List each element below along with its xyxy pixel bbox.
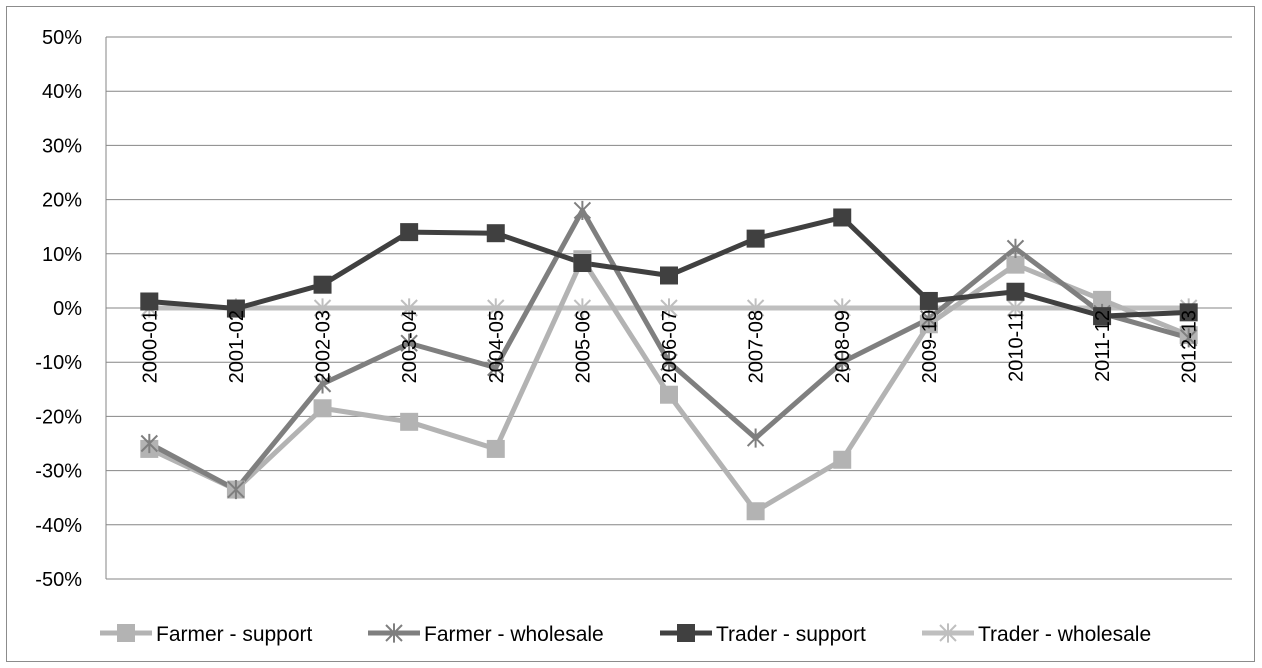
y-tick-label: -50% <box>35 569 82 591</box>
legend: Farmer - support Farmer - wholesale Trader… <box>100 623 1151 646</box>
data-point <box>833 352 851 372</box>
data-point <box>746 298 765 318</box>
data-point <box>1006 298 1025 318</box>
data-point <box>400 223 419 242</box>
x-tick-label: 2000-01 <box>139 310 161 383</box>
y-tick-label: 0% <box>53 298 82 320</box>
data-point <box>140 292 159 311</box>
data-point <box>486 224 505 243</box>
legend-marker <box>117 624 135 642</box>
legend-label: Trader - support <box>716 623 866 646</box>
data-point <box>313 374 332 394</box>
legend-item: Trader - wholesale <box>922 623 1151 646</box>
x-tick-label: 2004-05 <box>486 310 508 383</box>
data-point <box>1006 238 1025 258</box>
legend-marker <box>385 623 403 643</box>
x-tick-label: 2008-09 <box>832 310 854 383</box>
data-point <box>313 275 332 294</box>
data-point <box>313 298 332 318</box>
y-tick-label: -10% <box>35 352 82 374</box>
x-tick-label: 2003-04 <box>399 310 421 383</box>
x-tick-label: 2006-07 <box>659 310 681 383</box>
data-point <box>226 299 245 318</box>
data-point <box>833 208 852 227</box>
data-point <box>746 502 765 521</box>
y-tick-label: -20% <box>35 406 82 428</box>
series-markers <box>140 200 1198 521</box>
data-point <box>573 200 592 221</box>
data-point <box>487 298 505 318</box>
y-tick-label: -30% <box>35 461 82 483</box>
data-point <box>833 298 851 318</box>
data-point <box>1006 282 1025 301</box>
data-point <box>227 479 245 500</box>
legend-marker <box>939 623 957 643</box>
data-point <box>746 229 765 248</box>
data-point <box>1093 290 1112 309</box>
x-tick-label: 2011-12 <box>1092 310 1114 382</box>
y-axis-tick-labels: 50% 40% 30% 20% 10% 0% -10% -20% -30% -40% -50% <box>35 27 82 591</box>
legend-label: Farmer - wholesale <box>424 623 604 646</box>
data-point <box>1093 307 1112 326</box>
x-tick-label: 2010-11 <box>1005 310 1027 382</box>
data-point <box>487 358 505 378</box>
legend-label: Farmer - support <box>156 623 313 646</box>
legend-item: Farmer - support <box>100 623 313 646</box>
y-tick-label: 50% <box>42 27 82 49</box>
data-point <box>573 298 592 318</box>
data-point <box>1179 303 1198 322</box>
x-tick-label: 2007-08 <box>746 310 768 383</box>
data-point <box>660 352 678 372</box>
data-point <box>1006 255 1025 274</box>
legend-item: Farmer - wholesale <box>368 623 604 646</box>
data-point <box>746 428 765 448</box>
data-point <box>920 309 938 329</box>
data-point <box>400 333 418 353</box>
legend-marker <box>677 624 695 642</box>
data-point <box>660 298 678 318</box>
data-point <box>313 399 332 418</box>
x-axis-tick-labels: 2000-01 2001-02 2002-03 2003-04 2004-05 2005-… <box>139 310 1200 383</box>
x-tick-label: 2001-02 <box>226 310 248 383</box>
data-point <box>400 412 419 431</box>
y-tick-label: 20% <box>42 190 82 212</box>
data-point <box>833 450 852 469</box>
data-point <box>660 385 678 404</box>
x-tick-label: 2009-10 <box>919 310 941 383</box>
data-point <box>486 439 505 458</box>
y-tick-label: 40% <box>42 81 82 103</box>
data-point <box>573 254 592 273</box>
y-tick-label: 30% <box>42 135 82 157</box>
x-tick-label: 2002-03 <box>313 310 335 383</box>
y-tick-label: -40% <box>35 515 82 537</box>
data-point <box>140 433 159 454</box>
x-tick-label: 2012-13 <box>1179 310 1201 383</box>
legend-item: Trader - support <box>660 623 866 646</box>
legend-label: Trader - wholesale <box>978 623 1151 646</box>
x-tick-label: 2005-06 <box>572 310 594 383</box>
data-point <box>919 291 938 310</box>
data-point <box>400 298 418 318</box>
data-point <box>660 266 678 285</box>
data-point <box>1179 328 1198 348</box>
y-tick-label: 10% <box>42 244 82 266</box>
